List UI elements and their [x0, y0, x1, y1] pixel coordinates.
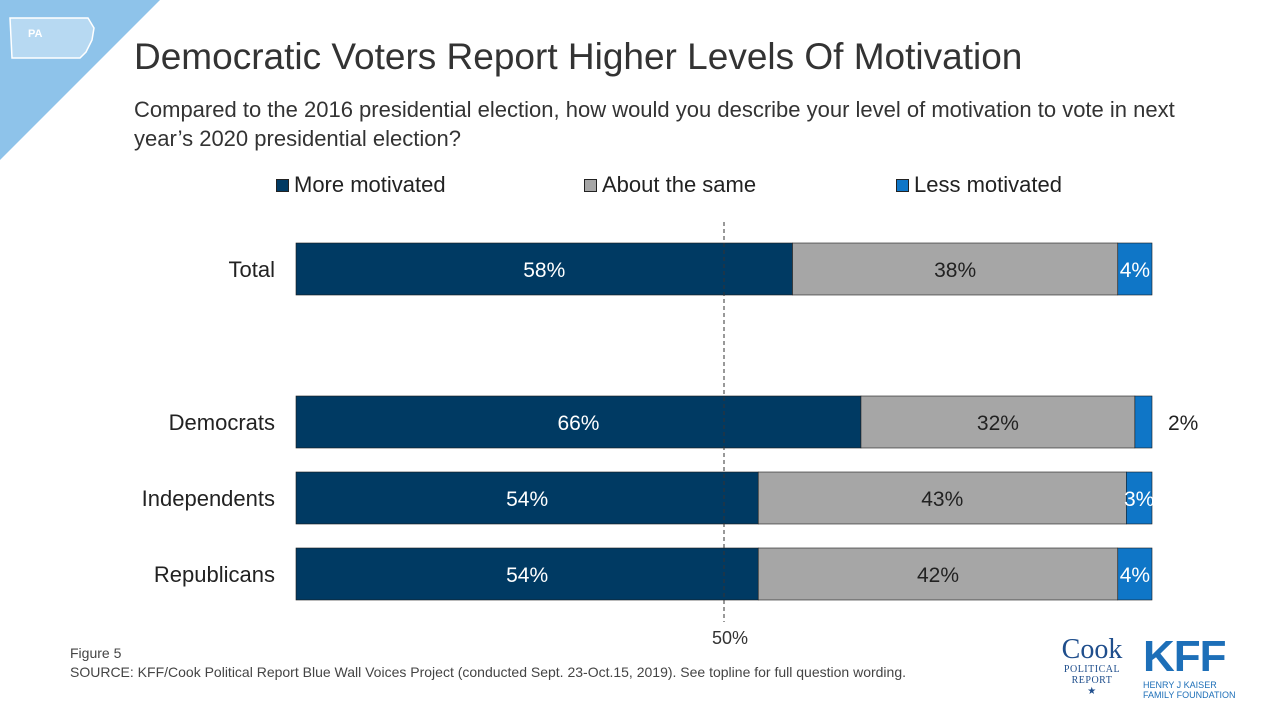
category-label-democrats: Democrats [169, 410, 275, 435]
legend-swatch-less-motivated [896, 178, 909, 192]
category-label-republicans: Republicans [154, 562, 275, 587]
bar-republicans-more-motivated [295, 547, 759, 601]
data-label-republicans-about-the-same: 42% [917, 564, 959, 587]
data-label-total-more-motivated: 58% [523, 259, 565, 282]
category-label-independents: Independents [142, 486, 275, 511]
kff-logo: KFF HENRY J KAISER FAMILY FOUNDATION [1143, 632, 1243, 701]
star-icon: ★ [1087, 686, 1097, 697]
bar-democrats-more-motivated [295, 395, 862, 449]
state-corner-banner [0, 0, 160, 160]
data-label-independents-about-the-same: 43% [921, 488, 963, 511]
cook-logo-line1: POLITICAL [1063, 664, 1121, 675]
legend-label-about-the-same: About the same [602, 172, 757, 197]
legend-label-more-motivated: More motivated [294, 172, 446, 197]
bar-total-more-motivated [295, 242, 793, 296]
legend-item-less-motivated: Less motivated [896, 172, 1062, 198]
legend-swatch-more-motivated [276, 178, 289, 192]
data-label-democrats-more-motivated: 66% [557, 412, 599, 435]
legend-swatch-about-the-same [584, 178, 597, 192]
bar-total-about-the-same [792, 242, 1119, 296]
kff-logo-wordmark: KFF [1143, 632, 1227, 681]
data-label-total-less-motivated: 4% [1120, 259, 1150, 282]
legend-item-about-the-same: About the same [584, 172, 756, 198]
bar-independents-less-motivated [1126, 471, 1153, 525]
data-label-democrats-about-the-same: 32% [977, 412, 1019, 435]
chart-title: Democratic Voters Report Higher Levels O… [134, 36, 1023, 77]
figure-label: Figure 5 [70, 645, 122, 661]
data-label-democrats-less-motivated: 2% [1168, 412, 1198, 435]
cook-logo-line2: REPORT [1071, 675, 1113, 686]
bar-democrats-about-the-same [860, 395, 1136, 449]
pennsylvania-map-icon [9, 17, 95, 59]
bar-independents-more-motivated [295, 471, 759, 525]
data-label-independents-more-motivated: 54% [506, 488, 548, 511]
bar-total-less-motivated [1117, 242, 1153, 296]
reference-line-label: 50% [712, 628, 748, 648]
bar-democrats-less-motivated [1134, 395, 1153, 449]
kff-logo-line1: HENRY J KAISER [1143, 680, 1217, 690]
cook-political-report-logo: Cook POLITICAL REPORT ★ [1056, 634, 1128, 698]
bar-republicans-about-the-same [757, 547, 1119, 601]
data-label-total-about-the-same: 38% [934, 259, 976, 282]
state-badge: PA [28, 28, 43, 40]
data-label-independents-less-motivated: 3% [1124, 488, 1154, 511]
legend-label-less-motivated: Less motivated [914, 172, 1062, 197]
bar-republicans-less-motivated [1117, 547, 1153, 601]
cook-logo-wordmark: Cook [1061, 634, 1123, 665]
category-label-total: Total [229, 257, 275, 282]
data-label-republicans-more-motivated: 54% [506, 564, 548, 587]
bar-independents-about-the-same [757, 471, 1127, 525]
kff-logo-line2: FAMILY FOUNDATION [1143, 690, 1236, 700]
chart-subtitle: Compared to the 2016 presidential electi… [134, 97, 1175, 151]
legend-item-more-motivated: More motivated [276, 172, 446, 198]
data-label-republicans-less-motivated: 4% [1120, 564, 1150, 587]
source-note: SOURCE: KFF/Cook Political Report Blue W… [70, 664, 906, 680]
